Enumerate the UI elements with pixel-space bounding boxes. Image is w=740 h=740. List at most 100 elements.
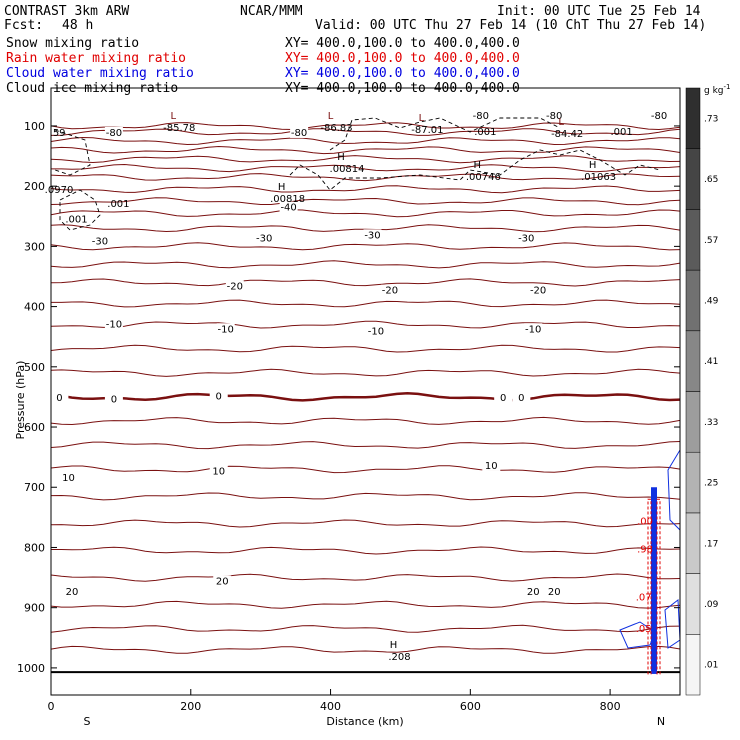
label-bg — [517, 232, 536, 244]
label-bg — [650, 110, 669, 122]
colorbar-segment — [685, 634, 701, 696]
fcst-value: 48 h — [62, 18, 93, 33]
label-bg — [529, 284, 548, 296]
label-bg — [279, 201, 298, 213]
cloud-water-column — [651, 487, 657, 674]
extremum-marker: H — [337, 152, 345, 163]
label-bg — [209, 390, 228, 402]
temperature-label: 0 — [500, 393, 506, 404]
label-bg — [225, 280, 244, 292]
label-bg — [213, 575, 232, 587]
colorbar-segment — [685, 451, 701, 514]
snow-label: .001 — [65, 215, 87, 226]
isotherm-line — [50, 197, 681, 206]
y-tick-label: 600 — [24, 421, 45, 434]
y-tick-label: 900 — [24, 602, 45, 615]
rain-column — [647, 498, 652, 675]
y-tick-label: 700 — [24, 481, 45, 494]
label-bg — [59, 472, 78, 484]
y-tick-label: 800 — [24, 541, 45, 554]
cloud-water-contour — [667, 448, 681, 532]
colorbar-segment — [685, 148, 701, 210]
y-tick-label: 100 — [24, 120, 45, 133]
snow-label: .001 — [610, 127, 632, 138]
org-label: NCAR/MMM — [240, 4, 303, 19]
isotherm-line — [51, 299, 681, 308]
colorbar-label: .17 — [704, 539, 718, 549]
colorbar-segment — [685, 87, 701, 149]
cloud-water-label: .00 — [637, 517, 653, 528]
isotherm-line — [50, 600, 681, 609]
x-tick-label: 0 — [48, 700, 55, 713]
temperature-label: -30 — [518, 233, 534, 244]
label-bg — [255, 232, 274, 244]
colorbar-label: .01 — [704, 661, 718, 671]
temperature-label: -40 — [280, 203, 296, 214]
cloud-water-contour — [619, 621, 656, 649]
extremum-value: -87.01 — [411, 125, 443, 136]
isotherm-line — [50, 465, 681, 474]
cloud-water-label: .07 — [636, 592, 652, 603]
colorbar-label: .25 — [704, 479, 718, 489]
colorbar-label: .41 — [704, 357, 718, 367]
label-bg — [363, 229, 382, 241]
label-bg — [380, 284, 399, 296]
colorbar-unit: g kg-1 — [704, 83, 730, 96]
extremum-marker: H — [474, 160, 482, 171]
field-xy-cloud-water: XY= 400.0,100.0 to 400.0,400.0 — [285, 66, 520, 81]
label-bg — [482, 459, 501, 471]
temperature-label: -20 — [382, 286, 398, 297]
isotherm-line — [51, 163, 681, 173]
isotherm-line — [50, 368, 681, 377]
field-name-cloud-water: Cloud water mixing ratio — [6, 66, 194, 81]
y-tick-label: 200 — [24, 180, 45, 193]
temperature-label: -80 — [546, 111, 562, 122]
x-tick-label: 600 — [460, 700, 481, 713]
cloud-water-label: .98 — [637, 544, 653, 555]
temperature-label: -80 — [106, 128, 122, 139]
extremum-marker: L — [171, 111, 177, 122]
temperature-label: 0 — [518, 393, 524, 404]
temperature-label: 20 — [66, 587, 79, 598]
isotherm-line — [50, 122, 681, 131]
y-tick-label: 300 — [24, 240, 45, 253]
extremum-value: -86.83 — [320, 123, 352, 134]
isotherm-line — [50, 185, 681, 194]
south-label: S — [84, 715, 91, 728]
isotherm-line — [50, 519, 681, 528]
label-bg — [545, 585, 564, 597]
snow-label: .001 — [107, 199, 129, 210]
temperature-label: -10 — [368, 327, 384, 338]
label-bg — [494, 391, 513, 403]
isotherm-line — [50, 145, 681, 155]
temperature-contours — [50, 122, 681, 674]
init-time: Init: 00 UTC Tue 25 Feb 14 — [497, 4, 701, 19]
isotherm-line — [50, 128, 681, 136]
isotherm-line — [50, 242, 681, 251]
temperature-label: -30 — [364, 230, 380, 241]
fcst-label: Fcst: — [4, 18, 43, 33]
label-bg — [471, 110, 490, 122]
temperature-label: -10 — [106, 319, 122, 330]
label-bg — [104, 318, 123, 330]
isotherm-line — [50, 209, 681, 218]
extremum-marker: L — [328, 111, 334, 122]
temperature-label: 10 — [212, 466, 225, 477]
colorbar-segment — [685, 330, 701, 392]
colorbar: .01 .09 .17 .25 .33 .41 .49 .57 .65 .73 — [685, 87, 719, 696]
colorbar-segment — [685, 391, 701, 453]
field-xy-snow: XY= 400.0,100.0 to 400.0,400.0 — [285, 36, 520, 51]
temperature-label: 20 — [216, 577, 229, 588]
model-title: CONTRAST 3km ARW — [4, 4, 129, 19]
x-axis-label: Distance (km) — [326, 715, 403, 728]
isotherm-line — [50, 260, 681, 269]
label-bg — [50, 391, 69, 403]
y-tick-label: 500 — [24, 361, 45, 374]
valid-time: Valid: 00 UTC Thu 27 Feb 14 (10 ChT Thu … — [315, 18, 706, 33]
rain-column — [656, 498, 661, 675]
isotherm-line — [50, 136, 681, 146]
extremum-marker: L — [558, 117, 564, 128]
label-bg — [216, 323, 235, 335]
